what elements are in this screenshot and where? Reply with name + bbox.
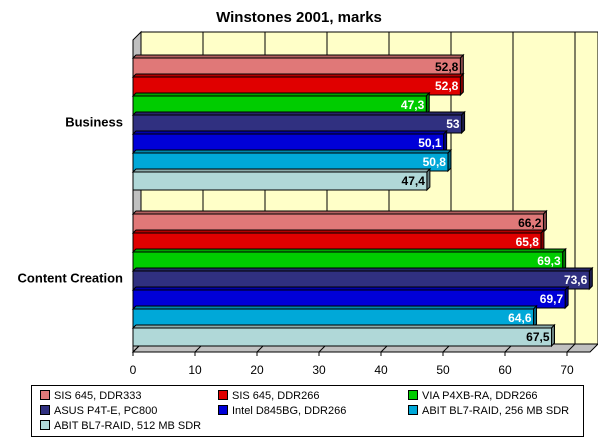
legend-label: SIS 645, DDR333 [54,390,142,402]
legend-swatch [40,390,50,400]
bar [132,133,445,153]
bar [132,213,544,233]
bar-value-label: 52,8 [435,79,459,93]
bar-value-label: 64,6 [508,311,532,325]
legend-swatch [40,405,50,415]
legend-swatch [40,420,50,430]
bar-value-label: 52,8 [435,60,459,74]
bar [132,114,463,134]
bar-value-label: 67,5 [526,330,550,344]
bar [132,251,564,271]
legend-label: VIA P4XB-RA, DDR266 [422,390,538,402]
bar-value-label: 69,3 [537,254,561,268]
bar-value-label: 73,6 [564,273,588,287]
bar-value-label: 50,1 [418,136,442,150]
x-tick-label: 10 [188,363,202,377]
legend-label: SIS 645, DDR266 [232,390,320,402]
bar-value-label: 66,2 [518,216,542,230]
legend-item: ABIT BL7-RAID, 256 MB SDR [408,405,569,417]
bar [132,152,449,172]
bar [132,57,461,77]
bar [132,327,552,347]
legend-item: Intel D845BG, DDR266 [218,405,346,417]
x-tick-label: 0 [130,363,137,377]
chart-title: Winstones 2001, marks [216,9,382,26]
bar-value-label: 47,3 [401,98,425,112]
x-tick-label: 50 [436,363,450,377]
bar [132,171,428,191]
x-tick-label: 40 [374,363,388,377]
bar [132,308,535,328]
legend-item: SIS 645, DDR266 [218,390,319,402]
bar [132,232,542,252]
legend-label: ABIT BL7-RAID, 512 MB SDR [54,420,202,432]
legend-item: ABIT BL7-RAID, 512 MB SDR [40,420,201,432]
legend-item: VIA P4XB-RA, DDR266 [408,390,538,402]
legend-swatch [408,405,418,415]
bar [132,270,590,290]
x-tick-label: 70 [560,363,574,377]
bar [132,76,461,96]
x-tick-label: 60 [498,363,512,377]
bar-value-label: 50,8 [423,155,447,169]
category-label: Business [65,115,123,130]
x-tick-label: 30 [312,363,326,377]
legend-item: ASUS P4T-E, PC800 [40,405,157,417]
bar-value-label: 53 [446,117,460,131]
bar [132,289,566,309]
legend-swatch [218,405,228,415]
bar-value-label: 69,7 [540,292,564,306]
bar-value-label: 47,4 [402,174,426,188]
legend-label: Intel D845BG, DDR266 [232,405,347,417]
bar-value-label: 65,8 [516,235,540,249]
gridline-floor [566,343,576,353]
legend-label: ASUS P4T-E, PC800 [54,405,158,417]
legend-label: ABIT BL7-RAID, 256 MB SDR [422,405,570,417]
bar [132,95,427,115]
category-label: Content Creation [18,271,124,286]
legend-swatch [408,390,418,400]
x-tick-label: 20 [250,363,264,377]
legend-item: SIS 645, DDR333 [40,390,141,402]
legend-swatch [218,390,228,400]
legend: SIS 645, DDR333 SIS 645, DDR266 VIA P4XB-R… [31,385,584,437]
